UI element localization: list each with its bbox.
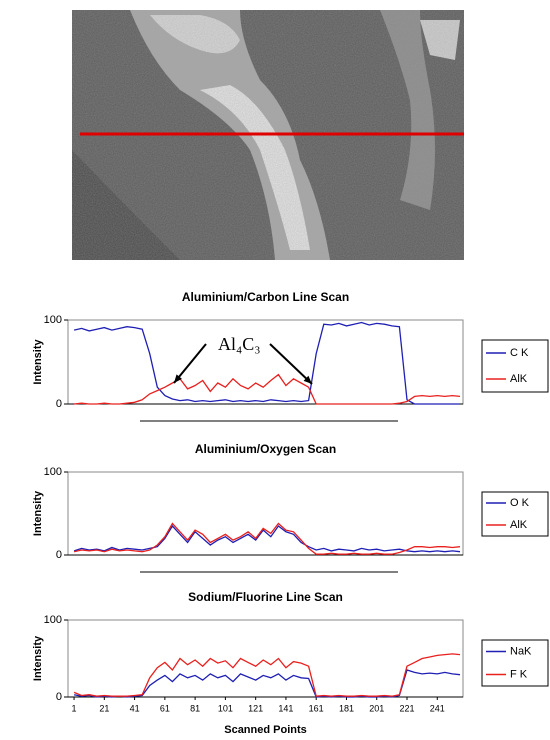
legend-label: O K xyxy=(510,497,530,509)
sem-image xyxy=(72,10,464,260)
x-tick-label: 221 xyxy=(399,703,414,713)
legend-label: C K xyxy=(510,347,529,359)
y-tick-label: 0 xyxy=(56,691,62,703)
y-axis-label: Intensity xyxy=(32,339,44,385)
y-axis-label: Intensity xyxy=(32,635,44,681)
annotation-arrow xyxy=(270,344,312,384)
x-tick-label: 241 xyxy=(430,703,445,713)
page: {"chart_data": [ {"type": "line", "title… xyxy=(0,0,550,740)
plot-frame xyxy=(68,620,463,697)
chart-title: Sodium/Fluorine Line Scan xyxy=(188,590,343,604)
y-tick-label: 100 xyxy=(44,314,62,326)
x-tick-label: 121 xyxy=(248,703,263,713)
x-tick-label: 21 xyxy=(99,703,109,713)
y-tick-label: 0 xyxy=(56,549,62,561)
y-tick-label: 100 xyxy=(44,466,62,478)
x-tick-label: 141 xyxy=(278,703,293,713)
x-tick-label: 1 xyxy=(72,703,77,713)
x-tick-label: 101 xyxy=(218,703,233,713)
data-line xyxy=(74,654,460,696)
legend-label: AlK xyxy=(510,519,528,531)
annotation: Al₄C₃ xyxy=(218,334,261,354)
data-line xyxy=(74,323,460,405)
x-tick-label: 161 xyxy=(309,703,324,713)
x-tick-label: 61 xyxy=(160,703,170,713)
x-tick-label: 81 xyxy=(190,703,200,713)
x-tick-label: 41 xyxy=(130,703,140,713)
data-line xyxy=(74,526,460,552)
legend-label: F K xyxy=(510,668,528,680)
x-tick-label: 181 xyxy=(339,703,354,713)
legend-label: AlK xyxy=(510,373,528,385)
y-tick-label: 100 xyxy=(44,614,62,626)
y-tick-label: 0 xyxy=(56,398,62,410)
x-axis-label: Scanned Points xyxy=(224,724,307,736)
data-line xyxy=(74,375,460,404)
x-tick-label: 201 xyxy=(369,703,384,713)
chart-title: Aluminium/Oxygen Scan xyxy=(195,442,336,456)
y-axis-label: Intensity xyxy=(32,490,44,536)
plot-frame xyxy=(68,320,463,404)
figure: Aluminium/Carbon Line ScanIntensity0100C… xyxy=(0,0,550,740)
chart-title: Aluminium/Carbon Line Scan xyxy=(182,290,349,304)
legend-label: NaK xyxy=(510,645,532,657)
plot-frame xyxy=(68,472,463,555)
